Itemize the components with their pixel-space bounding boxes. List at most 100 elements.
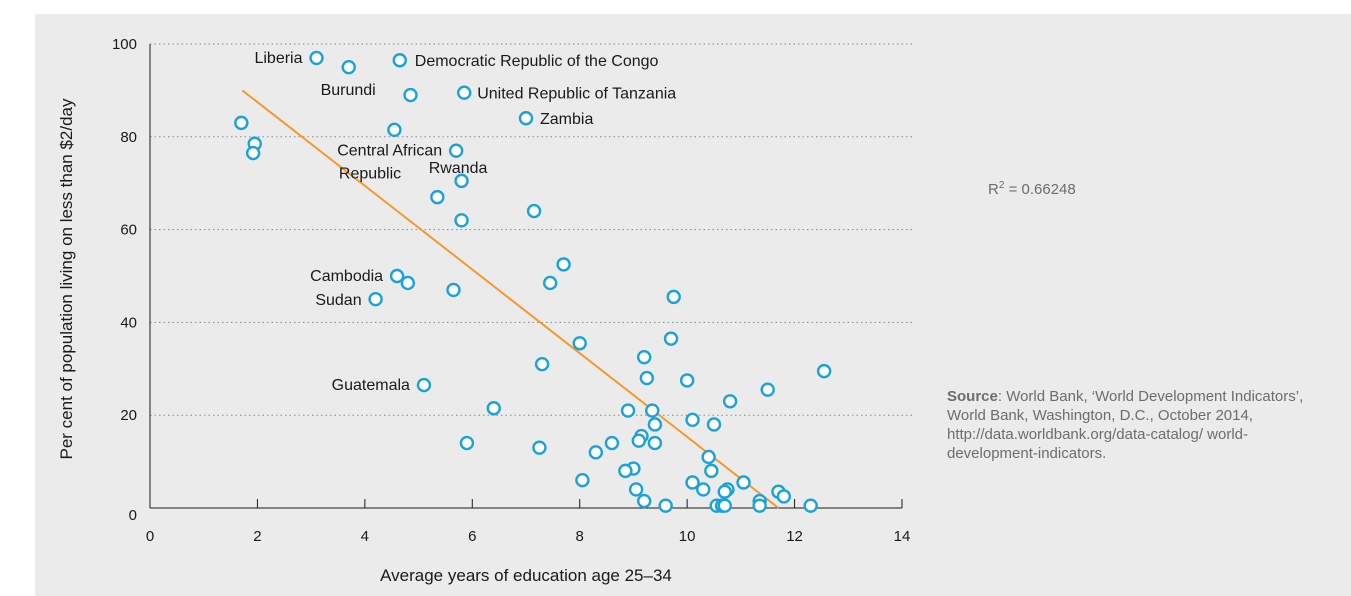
point-label: Liberia (254, 50, 302, 67)
source-label: Source (947, 388, 998, 405)
data-point (639, 370, 655, 386)
trendline (241, 89, 780, 509)
y-tick-label: 100 (112, 36, 137, 53)
point-label: Zambia (540, 111, 593, 128)
data-point (685, 412, 700, 428)
data-point (701, 449, 716, 465)
data-point (403, 87, 418, 103)
data-point (392, 53, 407, 68)
data-point (717, 484, 732, 499)
data-point (526, 203, 542, 219)
y-tick-label: 0 (129, 507, 137, 524)
r-squared-value: = 0.66248 (1004, 181, 1076, 198)
data-point (486, 401, 501, 416)
r-squared-prefix: R (988, 181, 999, 198)
point-label: Republic (339, 166, 401, 183)
data-point (679, 373, 695, 388)
point-label: United Republic of Tanzania (477, 86, 676, 103)
r-squared-annotation: R2 = 0.66248 (988, 180, 1076, 198)
data-point (575, 472, 590, 488)
data-point (647, 435, 663, 451)
source-text: : World Bank, ‘World Development Indicat… (947, 388, 1304, 462)
data-point (685, 475, 700, 490)
x-tick-label: 0 (146, 528, 154, 545)
data-point (631, 433, 646, 448)
data-point (518, 111, 534, 126)
data-point (736, 475, 751, 490)
data-points (234, 50, 832, 513)
grid-lines (150, 43, 912, 416)
trend-line (241, 89, 780, 509)
point-label: Rwanda (429, 160, 488, 177)
x-tick-label: 10 (679, 528, 696, 545)
data-point (706, 417, 722, 432)
r-squared-superscript: 2 (998, 180, 1005, 191)
data-point (618, 463, 633, 479)
data-point (532, 440, 547, 455)
data-point (628, 482, 644, 497)
data-point (717, 498, 732, 513)
data-point (534, 356, 550, 372)
x-tick-label: 14 (894, 528, 911, 545)
data-point (341, 59, 356, 75)
data-point (636, 493, 652, 509)
data-point (430, 189, 445, 205)
y-tick-label: 80 (120, 129, 137, 146)
point-label: Guatemala (332, 377, 410, 394)
data-point (666, 289, 681, 305)
data-point (448, 143, 464, 158)
data-point (776, 489, 792, 504)
data-point (760, 382, 775, 397)
data-point (556, 257, 571, 272)
data-point (636, 350, 652, 365)
x-tick-label: 12 (786, 528, 803, 545)
data-point (457, 85, 472, 100)
data-point (704, 463, 719, 479)
point-label: Cambodia (310, 268, 383, 285)
data-point (620, 403, 636, 418)
data-point (368, 292, 383, 307)
data-point (245, 145, 261, 161)
data-point (446, 282, 461, 298)
data-point (309, 50, 324, 66)
y-tick-label: 40 (120, 314, 137, 331)
data-point (454, 213, 469, 228)
point-label: Democratic Republic of the Congo (415, 53, 659, 70)
data-point (658, 498, 673, 513)
data-point (816, 363, 832, 379)
data-point (387, 122, 402, 138)
point-label: Sudan (315, 292, 361, 309)
data-point (454, 173, 469, 189)
data-point (663, 331, 679, 346)
point-label: Central African (337, 143, 442, 160)
data-point (572, 336, 587, 351)
y-axis-title: Per cent of population living on less th… (57, 98, 76, 460)
data-point (696, 482, 711, 497)
x-tick-label: 2 (253, 528, 261, 545)
source-note: Source: World Bank, ‘World Development I… (947, 387, 1317, 463)
x-axis-title: Average years of education age 25–34 (380, 566, 672, 585)
chart-panel (35, 14, 1351, 596)
data-point (647, 417, 663, 432)
data-point (416, 377, 432, 393)
data-point (588, 445, 604, 460)
x-tick-label: 8 (576, 528, 584, 545)
data-point (645, 403, 660, 418)
y-tick-label: 20 (120, 407, 137, 424)
data-point (803, 498, 818, 513)
data-point (389, 268, 405, 284)
x-tick-label: 6 (468, 528, 476, 545)
data-point (459, 435, 475, 451)
data-point (542, 275, 558, 291)
data-point (604, 435, 620, 451)
data-point (234, 115, 249, 131)
data-point (752, 498, 767, 513)
x-tick-label: 4 (361, 528, 369, 545)
axes: 0 20 40 60 80 100 0 2 4 6 8 10 12 14 (112, 36, 910, 545)
point-labels: Liberia Burundi Democratic Republic of the… (254, 50, 676, 394)
point-label: Burundi (321, 82, 376, 99)
y-tick-label: 60 (120, 222, 137, 239)
data-point (400, 275, 416, 291)
data-point (722, 394, 738, 409)
